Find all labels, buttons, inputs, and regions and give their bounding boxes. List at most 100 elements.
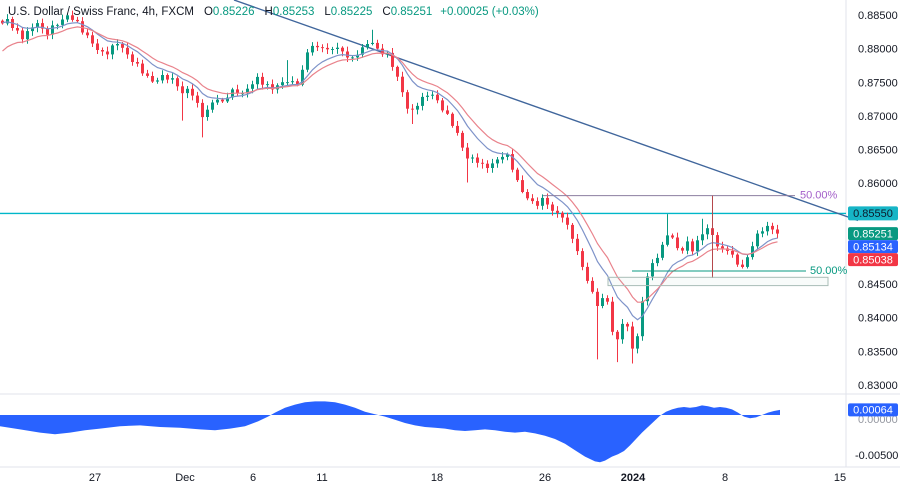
- ema-fast-line[interactable]: [2, 21, 778, 321]
- candle-body: [761, 231, 764, 234]
- candle-body: [356, 54, 359, 58]
- candle-body: [286, 82, 289, 84]
- candle-body: [771, 225, 774, 230]
- candle-body: [466, 147, 469, 159]
- candle-body: [451, 113, 454, 126]
- candle-body: [341, 47, 344, 52]
- candle-body: [591, 280, 594, 292]
- candle-body: [361, 47, 364, 55]
- candle-body: [171, 78, 174, 80]
- trendline[interactable]: [233, 0, 859, 222]
- candle-body: [271, 84, 274, 90]
- time-tick-label: 15: [834, 472, 846, 484]
- candle-body: [516, 169, 519, 181]
- candle-body: [51, 25, 54, 35]
- candle-body: [421, 96, 424, 106]
- ema-slow-line[interactable]: [2, 26, 778, 303]
- time-tick-label: 26: [539, 472, 551, 484]
- price-tick-label: 0.84500: [858, 279, 898, 291]
- candle-body: [366, 44, 369, 48]
- rectangle-zone[interactable]: [607, 276, 829, 287]
- price-badge-ma-slow: 0.85038: [848, 253, 898, 266]
- candle-body: [176, 78, 179, 87]
- candle-body: [56, 24, 59, 26]
- candle-body: [431, 94, 434, 96]
- candle-body: [381, 48, 384, 55]
- candle-body: [621, 323, 624, 340]
- candle-body: [701, 234, 704, 241]
- svg-text:0.85550: 0.85550: [853, 208, 893, 220]
- candle-body: [156, 80, 159, 82]
- candle-body: [196, 95, 199, 103]
- price-badge-ma-fast: 0.85134: [848, 240, 898, 253]
- candle-body: [86, 32, 89, 36]
- candle-body: [696, 240, 699, 252]
- ohlc-close-label: C: [382, 6, 391, 18]
- candle-body: [146, 73, 149, 76]
- candle-body: [316, 45, 319, 48]
- candle-body: [476, 157, 479, 163]
- price-tick-label: 0.83500: [858, 346, 898, 358]
- candle-body: [536, 201, 539, 206]
- candle-body: [526, 192, 529, 199]
- price-tick-label: 0.86500: [858, 145, 898, 157]
- ohlc-high-label: H: [264, 6, 273, 18]
- candle-body: [96, 43, 99, 50]
- candle-body: [216, 99, 219, 103]
- candle-body: [521, 180, 524, 192]
- candle-body: [486, 163, 489, 168]
- candle-body: [766, 225, 769, 232]
- candle-body: [256, 76, 259, 85]
- candle-body: [346, 51, 349, 58]
- candle-body: [26, 31, 29, 40]
- candle-body: [336, 47, 339, 49]
- candle-body: [406, 92, 409, 109]
- candle-body: [321, 47, 324, 49]
- candle-body: [456, 125, 459, 133]
- candle-body: [776, 229, 779, 234]
- candle-body: [676, 237, 679, 249]
- ohlc-open: O0.85226: [204, 6, 255, 18]
- candle-body: [581, 251, 584, 267]
- time-axis[interactable]: 27 Dec 6 11 18 26 2024 8 15: [89, 472, 846, 484]
- candle-body: [266, 84, 269, 86]
- time-tick-label: Dec: [175, 472, 195, 484]
- candle-body: [631, 326, 634, 349]
- candle-body: [166, 75, 169, 80]
- price-tick-label: 0.84000: [858, 313, 898, 325]
- candle-body: [656, 257, 659, 264]
- time-tick-label: 18: [431, 472, 443, 484]
- candle-body: [511, 154, 514, 170]
- candle-body: [21, 30, 24, 40]
- ohlc-open-label: O: [203, 6, 213, 18]
- ohlc-close-value: 0.85251: [390, 6, 433, 18]
- indicator-area[interactable]: [0, 401, 780, 463]
- candlestick-series: [1, 10, 779, 364]
- price-axis[interactable]: 0.88500 0.88000 0.87500 0.87000 0.86500 0.860…: [855, 10, 898, 462]
- candle-body: [261, 76, 264, 85]
- candle-body: [46, 28, 49, 35]
- candle-body: [221, 99, 224, 102]
- candle-body: [331, 49, 334, 50]
- indicator-value-badge: 0.00064: [848, 403, 898, 417]
- candle-body: [646, 276, 649, 302]
- candle-body: [91, 35, 94, 44]
- candle-body: [71, 15, 74, 20]
- fib-upper-label: 50.00%: [800, 190, 838, 202]
- candle-body: [76, 19, 79, 22]
- candle-body: [721, 246, 724, 249]
- candle-body: [541, 197, 544, 206]
- symbol-title[interactable]: U.S. Dollar / Swiss Franc, 4h, FXCM: [8, 6, 194, 18]
- candle-body: [201, 102, 204, 118]
- candle-body: [181, 86, 184, 94]
- time-tick-label: 2024: [621, 472, 646, 484]
- candle-body: [551, 204, 554, 211]
- price-tick-label: 0.87500: [858, 77, 898, 89]
- candle-body: [601, 298, 604, 306]
- candle-body: [6, 19, 9, 24]
- candle-body: [251, 84, 254, 89]
- candle-body: [736, 254, 739, 265]
- candle-body: [741, 264, 744, 267]
- time-tick-label: 27: [89, 472, 101, 484]
